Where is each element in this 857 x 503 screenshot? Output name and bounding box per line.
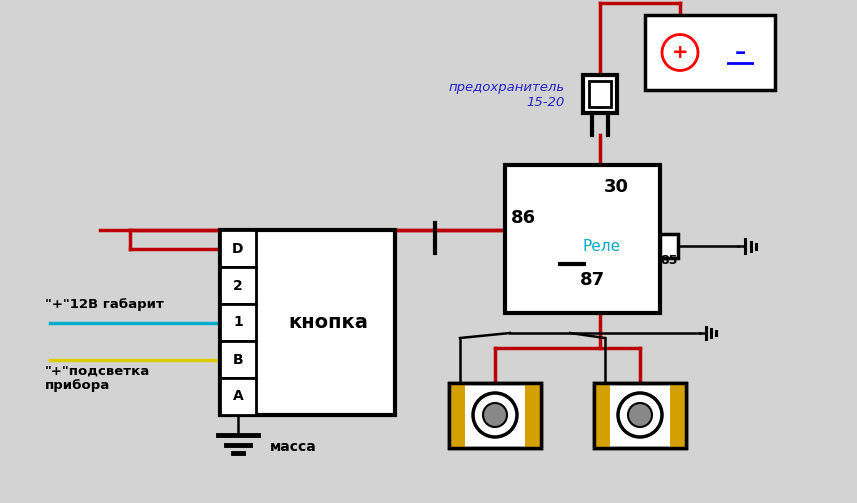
Text: D: D [232, 241, 243, 256]
Bar [660, 234, 678, 259]
Bar [220, 378, 256, 415]
Circle shape [483, 403, 507, 427]
Circle shape [662, 35, 698, 70]
Bar [645, 15, 775, 90]
Text: 85: 85 [660, 254, 678, 267]
Text: масса: масса [270, 440, 317, 454]
Text: A: A [232, 389, 243, 403]
Bar [449, 382, 541, 448]
Bar [583, 75, 617, 113]
Bar [220, 267, 256, 304]
Text: B: B [233, 353, 243, 367]
Bar [594, 382, 686, 448]
Bar [670, 382, 686, 448]
Bar [449, 382, 541, 448]
Bar [220, 230, 256, 267]
Bar [449, 382, 465, 448]
Bar [525, 382, 541, 448]
Text: кнопка: кнопка [289, 313, 369, 332]
Bar [589, 81, 611, 107]
Text: –: – [734, 42, 746, 62]
Text: 2: 2 [233, 279, 243, 293]
Text: 30: 30 [604, 178, 629, 196]
Bar [220, 341, 256, 378]
Bar [220, 304, 256, 341]
Circle shape [628, 403, 652, 427]
Bar [594, 382, 610, 448]
Text: "+"12В габарит: "+"12В габарит [45, 298, 164, 311]
Bar [594, 382, 686, 448]
Text: 87: 87 [580, 272, 605, 289]
Text: 1: 1 [233, 315, 243, 329]
Bar [220, 230, 395, 415]
Text: предохранитель
15-20: предохранитель 15-20 [449, 81, 565, 109]
Text: Реле: Реле [582, 239, 620, 254]
Circle shape [473, 393, 517, 437]
Bar [505, 165, 660, 313]
Text: "+"подсветка
прибора: "+"подсветка прибора [45, 365, 150, 392]
Text: +: + [672, 43, 688, 62]
Circle shape [618, 393, 662, 437]
Text: 86: 86 [511, 209, 536, 227]
